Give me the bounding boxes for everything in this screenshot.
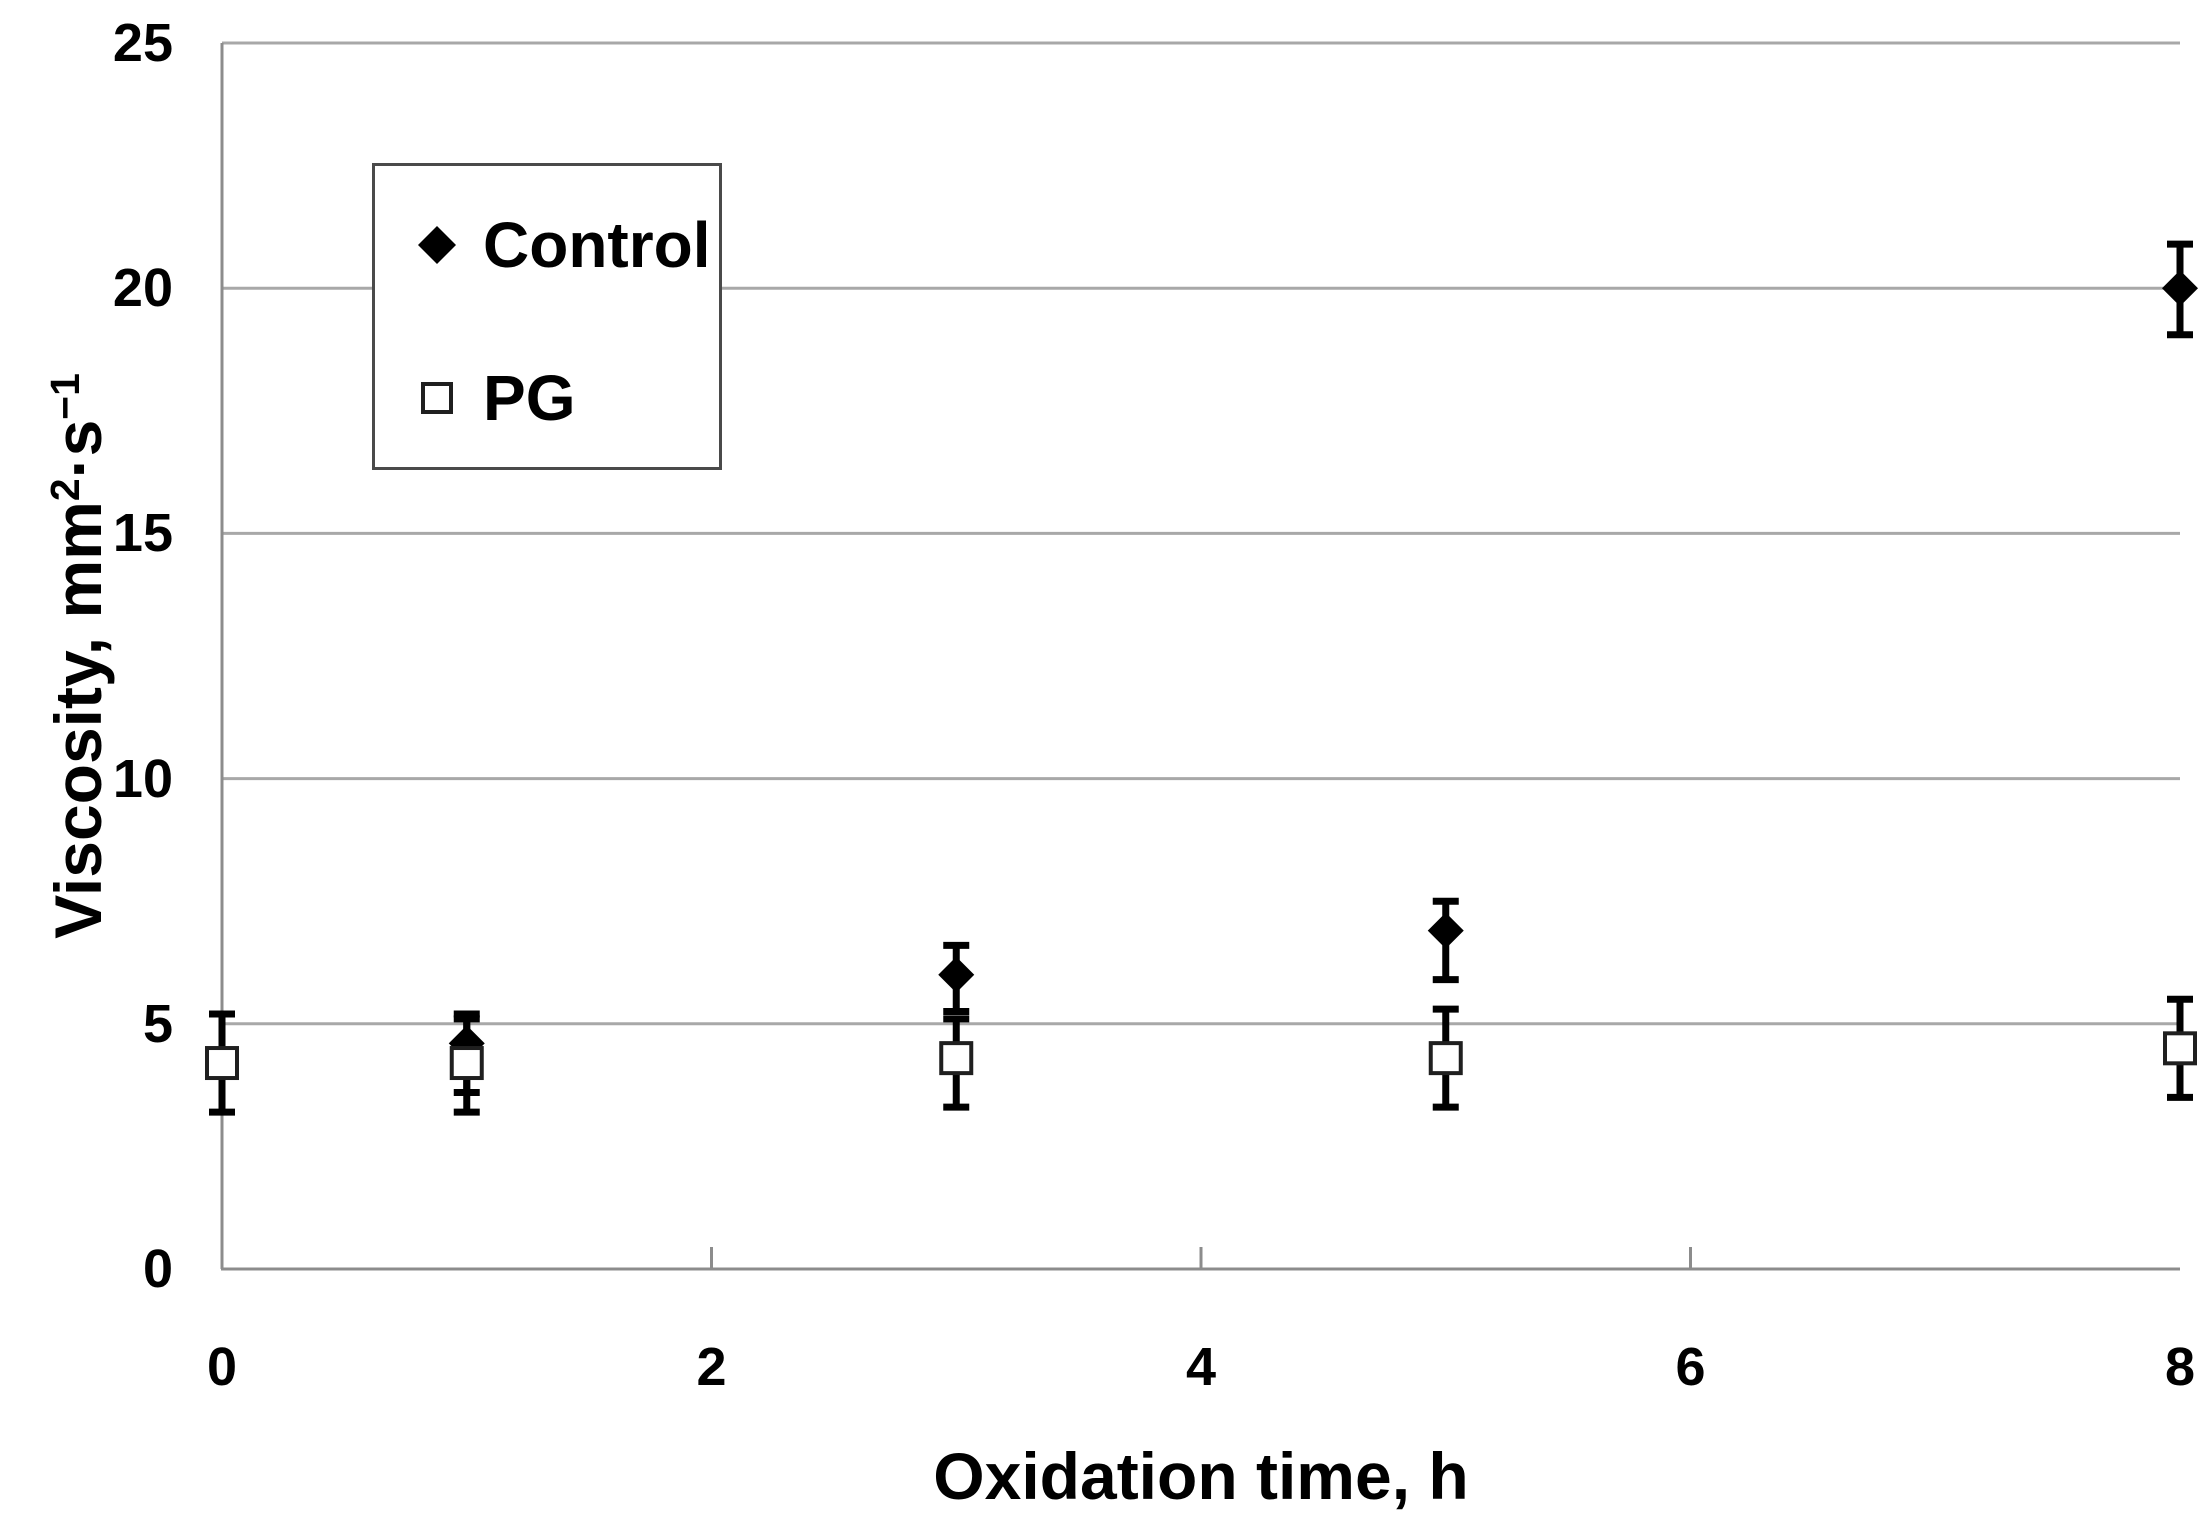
legend-item-pg: PG	[413, 359, 575, 437]
legend-item-control: Control	[413, 206, 711, 284]
y-tick-label-0: 0	[142, 1239, 173, 1299]
x-tick-label-2: 2	[696, 1337, 727, 1397]
pg-marker-x5	[1428, 1041, 1463, 1076]
y-tick-label-15: 15	[112, 503, 173, 564]
pg-marker-x3	[939, 1041, 974, 1076]
x-tick-label-4: 4	[1185, 1337, 1217, 1397]
control-marker-x5	[1427, 912, 1464, 949]
y-title-superscript-minus1: −1	[41, 373, 88, 420]
y-tick-label-5: 5	[142, 993, 173, 1054]
y-axis-title: Viscosity, mm2·s−1	[41, 373, 115, 939]
legend: Control PG	[372, 163, 722, 470]
x-tick-label-0: 0	[206, 1337, 238, 1397]
legend-label-pg: PG	[483, 362, 576, 434]
x-tick-label-6: 6	[1675, 1337, 1706, 1397]
control-marker-x3	[938, 956, 975, 993]
y-title-superscript-2: 2	[41, 478, 88, 502]
control-marker-x8	[2162, 270, 2198, 307]
legend-label-control: Control	[483, 209, 711, 281]
x-axis-title: Oxidation time, h	[933, 1439, 1469, 1513]
y-tick-label-25: 25	[112, 13, 173, 73]
pg-marker-x0	[205, 1046, 239, 1081]
y-tick-label-20: 20	[112, 258, 173, 319]
pg-square-icon	[413, 374, 461, 422]
x-tick-label-8: 8	[2164, 1337, 2196, 1397]
pg-marker-x1	[449, 1046, 484, 1081]
pg-marker-x8	[2163, 1031, 2197, 1066]
y-tick-label-10: 10	[112, 748, 173, 809]
control-diamond-icon	[413, 221, 461, 269]
